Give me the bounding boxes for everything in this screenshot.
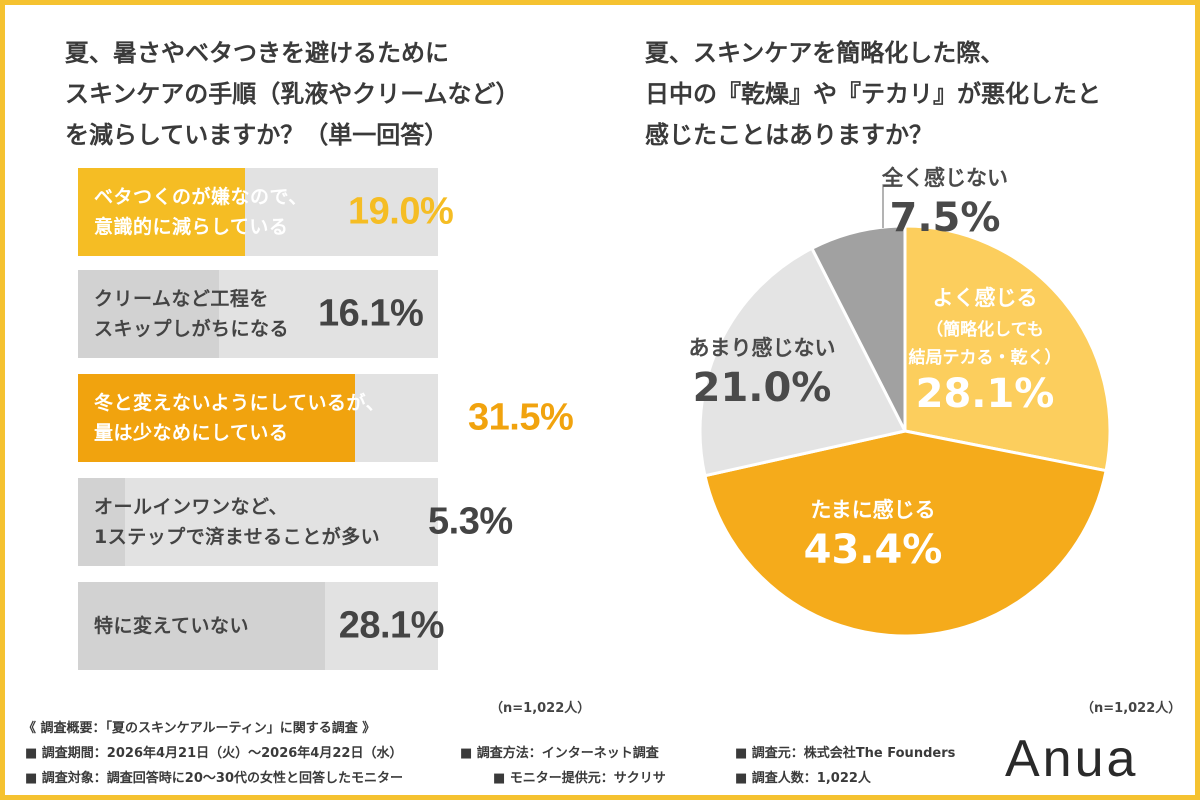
bar-category-label: ベタつくのが嫌なので、 意識的に減らしている (94, 186, 308, 238)
bar-row: 特に変えていない 28.1% (78, 582, 618, 670)
pie-slice (703, 429, 1108, 638)
bar-value-label: 19.0% (348, 190, 454, 233)
survey-period: ■ 調査期間：2026年4月21日（火）〜2026年4月22日（水） (25, 746, 403, 761)
bar-category-label: クリームなど工程を スキップしがちになる (94, 288, 290, 340)
pie-slice (903, 224, 1112, 473)
survey-count: ■ 調査人数：1,022人 (735, 771, 871, 786)
bar (78, 478, 125, 566)
bar (78, 168, 245, 256)
bar-category-label: 冬と変えないようにしているが、 量は少なめにしている (94, 392, 386, 444)
right-chart-title: 夏、スキンケアを簡略化した際、 日中の『乾燥』や『テカリ』が悪化したと 感じたこ… (645, 33, 1101, 156)
pie-value-label: 43.4% (804, 527, 943, 573)
pie-slice-sublabel: （簡略化しても (926, 319, 1044, 340)
bar-row: 冬と変えないようにしているが、 量は少なめにしている 31.5% (78, 374, 618, 462)
bar-row: クリームなど工程を スキップしがちになる 16.1% (78, 270, 618, 358)
pie-slice-label: よく感じる (933, 286, 1038, 310)
survey-target: ■ 調査対象：調査回答時に20〜30代の女性と回答したモニター (25, 771, 403, 786)
bar-value-label: 16.1% (318, 292, 424, 335)
right-sample-size-note: （n=1,022人） (1081, 701, 1182, 716)
survey-provider: ■ モニター提供元：サクリサ (493, 771, 666, 786)
pie-slice-sublabel: 結局テカる・乾く） (909, 347, 1062, 368)
left-title-line: スキンケアの手順（乳液やクリームなど） (65, 80, 520, 108)
bar-row: オールインワンなど、 1ステップで済ませることが多い 5.3% (78, 478, 618, 566)
survey-method: ■ 調査方法：インターネット調査 (460, 746, 659, 761)
bar-category-label: オールインワンなど、 1ステップで済ませることが多い (94, 496, 381, 548)
bar-value-label: 5.3% (428, 500, 513, 543)
pie-leader-line (882, 184, 903, 228)
pie-value-label: 7.5% (890, 195, 1001, 241)
bar (78, 270, 220, 358)
bar-row: ベタつくのが嫌なので、 意識的に減らしている 19.0% (78, 168, 618, 256)
bar-value-label: 28.1% (338, 604, 445, 647)
survey-organizer: ■ 調査元：株式会社The Founders (735, 746, 956, 761)
left-sample-size-note: （n=1,022人） (490, 701, 591, 716)
left-title-line: を減らしていますか？（単一回答） (65, 121, 449, 149)
pie-slice (698, 246, 908, 478)
pie-value-label: 28.1% (916, 371, 1055, 417)
pie-slice-label: あまり感じない (689, 336, 836, 360)
bar-value-label: 31.5% (468, 396, 574, 439)
bar (78, 374, 355, 462)
bar-track (78, 478, 438, 566)
pie-slice (809, 224, 907, 432)
pie-slice-label: 全く感じない (881, 166, 1008, 190)
left-title-line: 夏、暑さやベタつきを避けるために (65, 39, 449, 67)
right-title-line: 日中の『乾燥』や『テカリ』が悪化したと (645, 80, 1101, 108)
bar-category-label: 特に変えていない (94, 615, 250, 637)
survey-heading: 《 調査概要：「夏のスキンケアルーティン」に関する調査 》 (23, 721, 376, 736)
left-chart-title: 夏、暑さやベタつきを避けるために スキンケアの手順（乳液やクリームなど） を減ら… (65, 33, 520, 156)
pie-slice-label: たまに感じる (810, 498, 935, 522)
bar (78, 582, 325, 670)
right-title-line: 感じたことはありますか？ (645, 121, 933, 149)
pie-value-label: 21.0% (693, 365, 832, 411)
anua-logo: Anua (1005, 730, 1139, 788)
right-title-line: 夏、スキンケアを簡略化した際、 (645, 39, 1005, 67)
